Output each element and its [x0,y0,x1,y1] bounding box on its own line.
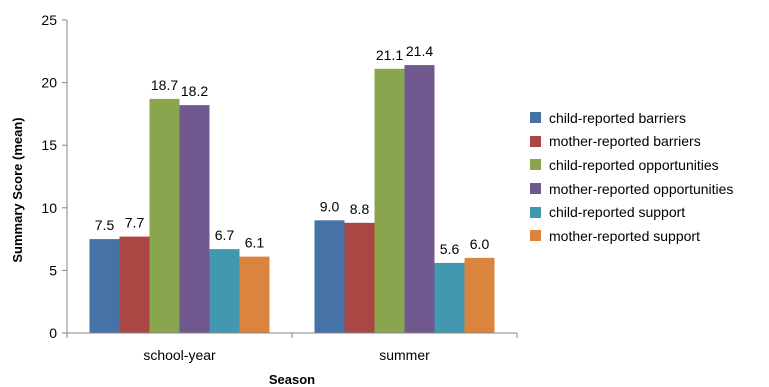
data-label: 9.0 [320,198,340,214]
bar [464,257,495,333]
data-label: 5.6 [440,241,460,257]
bar [374,68,405,333]
legend-label: child-reported support [549,204,686,221]
x-axis: school-year summer [66,332,518,363]
bar [209,249,240,333]
legend-swatch [530,183,541,195]
data-label: 8.8 [350,201,370,217]
legend-item: mother-reported barriers [530,130,733,154]
bar [149,98,180,333]
y-tick-label: 20 [41,75,57,91]
bar [179,105,210,333]
x-tick-label: summer [379,347,430,363]
bar [239,256,270,333]
bar [119,236,150,333]
legend-swatch [530,159,541,171]
legend-item: child-reported barriers [530,106,733,130]
legend-swatch [530,206,541,218]
bar [314,220,345,333]
legend-item: child-reported opportunities [530,153,733,177]
y-tick-label: 0 [49,325,57,341]
data-label: 18.7 [151,77,178,93]
legend-item: child-reported support [530,200,733,224]
data-label: 21.4 [406,43,433,59]
y-tick-label: 10 [41,200,57,216]
bar [89,239,120,333]
legend-label: mother-reported barriers [549,133,701,150]
legend-item: mother-reported support [530,224,733,248]
legend-label: child-reported opportunities [549,156,719,173]
legend-swatch [530,112,541,124]
legend-label: child-reported barriers [549,109,686,126]
x-axis-title: Season [269,372,315,387]
bar [434,262,465,333]
legend-label: mother-reported support [549,227,700,244]
bar [344,222,375,333]
y-tick-label: 25 [41,12,57,28]
y-axis-title: Summary Score (mean) [10,117,25,262]
x-tick-label: school-year [143,347,216,363]
legend-item: mother-reported opportunities [530,177,733,201]
y-tick-label: 5 [49,262,57,278]
bar [404,65,435,334]
y-tick-label: 15 [41,137,57,153]
data-label: 18.2 [181,83,208,99]
legend-label: mother-reported opportunities [549,180,734,197]
legend-swatch [530,230,541,242]
data-labels: 7.5 7.7 18.7 18.2 6.7 6.1 9.0 8.8 21.1 21.4 5.6 6.0 [95,43,490,257]
data-label: 7.7 [125,215,145,231]
data-label: 6.7 [215,227,235,243]
legend: child-reported barriers mother-reported b… [530,106,733,248]
data-label: 6.1 [245,235,265,251]
data-label: 21.1 [376,47,403,63]
data-label: 6.0 [470,236,490,252]
bars [89,65,495,334]
legend-swatch [530,135,541,147]
data-label: 7.5 [95,217,115,233]
y-axis: 0 5 10 15 20 25 [41,12,68,341]
